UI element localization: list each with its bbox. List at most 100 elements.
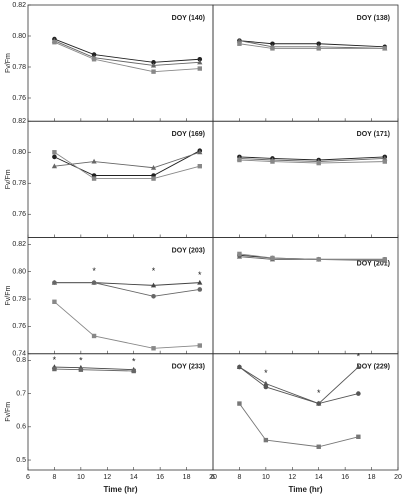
marker bbox=[270, 46, 275, 51]
marker bbox=[91, 158, 97, 164]
x-tick-label: 12 bbox=[288, 474, 296, 481]
marker bbox=[270, 159, 275, 164]
y-tick-label: 0.80 bbox=[12, 149, 26, 156]
y-tick-label: 0.80 bbox=[12, 269, 26, 276]
marker bbox=[151, 346, 156, 351]
series-line bbox=[239, 366, 359, 405]
series-line bbox=[239, 403, 359, 448]
marker bbox=[263, 437, 269, 443]
x-tick-label: 6 bbox=[26, 474, 30, 481]
y-tick-label: 0.76 bbox=[12, 323, 26, 330]
series-line bbox=[239, 40, 385, 48]
x-axis-label: Time (hr) bbox=[103, 485, 137, 494]
x-tick-label: 14 bbox=[315, 474, 323, 481]
marker bbox=[91, 52, 97, 57]
marker bbox=[151, 176, 156, 181]
series-line bbox=[239, 159, 385, 164]
panel-frame bbox=[212, 120, 399, 238]
y-tick-label: 0.78 bbox=[12, 296, 26, 303]
panel-title: DOY (229) bbox=[357, 364, 390, 371]
annotation: * bbox=[198, 270, 202, 280]
marker bbox=[131, 368, 136, 374]
marker bbox=[52, 280, 57, 285]
panel-title: DOY (233) bbox=[172, 364, 205, 371]
x-tick-label: 18 bbox=[368, 474, 376, 481]
marker bbox=[382, 46, 387, 51]
annotation: * bbox=[92, 266, 96, 276]
y-tick-label: 0.82 bbox=[12, 118, 26, 125]
panel-title: DOY (169) bbox=[172, 131, 205, 138]
marker bbox=[237, 41, 242, 46]
panel-title: DOY (138) bbox=[357, 15, 390, 22]
x-tick-label: 10 bbox=[262, 474, 270, 481]
marker bbox=[382, 257, 387, 262]
y-tick-label: 0.6 bbox=[16, 424, 26, 431]
marker bbox=[52, 40, 57, 45]
series-line bbox=[54, 151, 200, 180]
annotation: * bbox=[53, 355, 57, 365]
y-tick-label: 0.82 bbox=[12, 2, 26, 9]
x-tick-label: 18 bbox=[183, 474, 191, 481]
y-tick-label: 0.82 bbox=[12, 241, 26, 248]
marker bbox=[355, 364, 361, 370]
marker bbox=[78, 367, 84, 372]
marker bbox=[270, 255, 275, 261]
panel-frame bbox=[27, 120, 214, 238]
marker bbox=[237, 401, 242, 406]
marker bbox=[237, 157, 242, 163]
annotation: * bbox=[357, 351, 361, 361]
marker bbox=[237, 251, 242, 257]
marker bbox=[382, 159, 387, 164]
x-tick-label: 16 bbox=[341, 474, 349, 481]
x-tick-label: 14 bbox=[130, 474, 138, 481]
series-line bbox=[239, 156, 385, 161]
marker bbox=[236, 37, 243, 43]
marker bbox=[382, 155, 388, 161]
panel-title: DOY (140) bbox=[172, 15, 205, 22]
x-tick-label: 16 bbox=[156, 474, 164, 481]
marker bbox=[316, 41, 322, 47]
x-tick-label: 8 bbox=[52, 474, 56, 481]
y-axis-label: Fv/Fm bbox=[5, 169, 12, 189]
marker bbox=[91, 176, 97, 181]
marker bbox=[150, 164, 157, 170]
marker bbox=[316, 160, 321, 166]
series-line bbox=[54, 301, 200, 349]
marker bbox=[197, 149, 203, 155]
y-tick-label: 0.5 bbox=[16, 457, 26, 464]
marker bbox=[356, 434, 361, 439]
panel-frame bbox=[212, 4, 399, 122]
panel-frame bbox=[212, 353, 399, 471]
y-tick-label: 0.78 bbox=[12, 180, 26, 187]
x-tick-label: 10 bbox=[77, 474, 85, 481]
series-line bbox=[54, 40, 200, 66]
marker bbox=[270, 41, 275, 47]
annotation: * bbox=[79, 355, 83, 365]
marker bbox=[151, 69, 156, 74]
marker bbox=[197, 164, 202, 169]
series-line bbox=[54, 38, 200, 63]
marker bbox=[197, 59, 203, 65]
y-tick-label: 0.7 bbox=[16, 390, 26, 397]
marker bbox=[52, 154, 57, 160]
series-line bbox=[239, 253, 385, 260]
annotation: * bbox=[264, 368, 268, 378]
marker bbox=[316, 444, 321, 449]
y-axis-label: Fv/Fm bbox=[5, 402, 12, 422]
marker bbox=[316, 46, 321, 51]
x-axis-label: Time (hr) bbox=[288, 485, 322, 494]
marker bbox=[91, 333, 97, 339]
series-line bbox=[239, 256, 385, 262]
marker bbox=[151, 294, 156, 299]
series-line bbox=[54, 282, 200, 297]
panel-title: DOY (201) bbox=[357, 260, 390, 267]
series-line bbox=[239, 43, 385, 49]
marker bbox=[237, 364, 242, 370]
y-axis-label: Fv/Fm bbox=[5, 53, 12, 73]
x-tick-label: 12 bbox=[103, 474, 111, 481]
panel-title: DOY (171) bbox=[357, 131, 390, 138]
marker bbox=[236, 253, 243, 259]
marker bbox=[316, 401, 322, 406]
marker bbox=[52, 150, 57, 155]
series-line bbox=[239, 40, 385, 49]
